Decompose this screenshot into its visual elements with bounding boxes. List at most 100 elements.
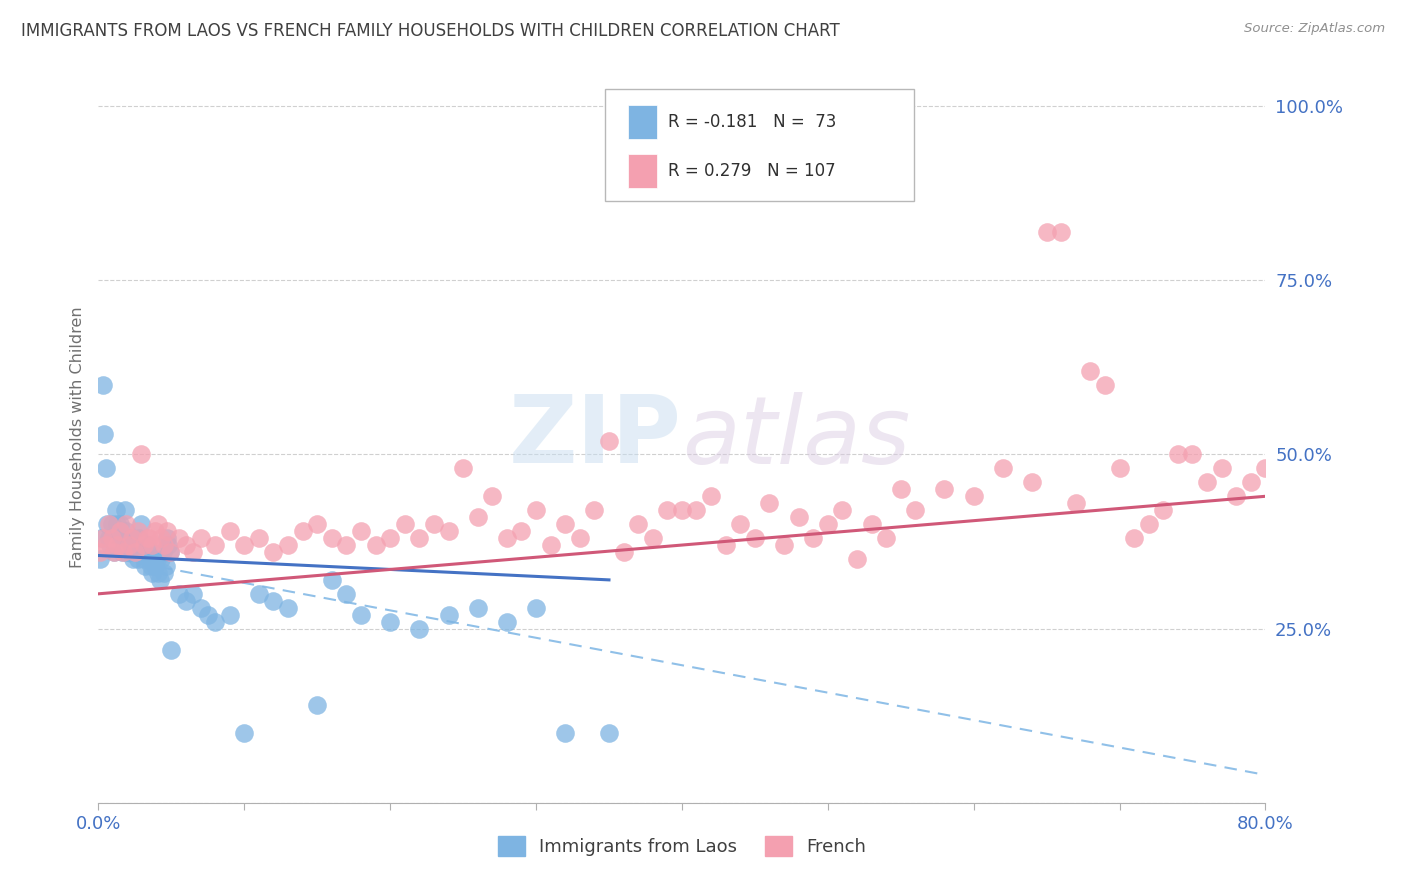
Point	[700, 489, 723, 503]
Point	[91, 377, 114, 392]
Point	[730, 517, 752, 532]
Point	[380, 615, 402, 629]
Point	[136, 545, 159, 559]
Point	[451, 461, 474, 475]
Point	[100, 531, 122, 545]
Point	[153, 566, 176, 580]
Point	[904, 503, 927, 517]
Point	[118, 538, 141, 552]
Point	[247, 531, 270, 545]
Point	[437, 607, 460, 622]
Point	[380, 531, 402, 545]
Point	[218, 607, 240, 622]
Point	[142, 552, 165, 566]
Point	[437, 524, 460, 538]
Point	[262, 545, 284, 559]
Point	[394, 517, 416, 532]
Point	[467, 510, 489, 524]
Point	[122, 552, 145, 566]
Point	[204, 538, 226, 552]
Point	[1080, 364, 1102, 378]
Point	[204, 615, 226, 629]
Point	[1211, 461, 1233, 475]
Point	[124, 545, 146, 559]
Text: R = 0.279   N = 107: R = 0.279 N = 107	[668, 161, 835, 179]
Point	[1357, 475, 1379, 490]
Text: atlas: atlas	[682, 392, 910, 483]
Point	[1035, 225, 1057, 239]
Point	[321, 531, 343, 545]
Point	[671, 503, 693, 517]
Point	[108, 531, 131, 545]
Point	[129, 517, 152, 532]
Point	[174, 594, 197, 608]
Point	[1313, 448, 1336, 462]
Point	[875, 531, 897, 545]
Point	[524, 503, 547, 517]
Point	[146, 552, 169, 566]
Point	[1298, 475, 1320, 490]
Point	[143, 558, 166, 573]
Point	[94, 461, 117, 475]
Point	[568, 531, 591, 545]
Point	[156, 531, 179, 545]
Point	[124, 538, 146, 552]
Point	[277, 538, 299, 552]
Point	[1268, 448, 1291, 462]
Point	[90, 531, 112, 545]
Point	[138, 531, 160, 545]
Point	[127, 552, 149, 566]
Point	[1064, 496, 1087, 510]
Point	[467, 600, 489, 615]
Point	[148, 517, 170, 532]
Point	[150, 531, 173, 545]
Point	[801, 531, 824, 545]
Point	[335, 587, 357, 601]
Point	[120, 545, 142, 559]
Point	[121, 531, 143, 545]
Point	[141, 566, 163, 580]
Point	[160, 642, 183, 657]
Point	[132, 538, 155, 552]
Point	[817, 517, 839, 532]
Point	[157, 538, 180, 552]
Point	[510, 524, 533, 538]
Point	[153, 538, 176, 552]
Point	[758, 496, 780, 510]
Point	[364, 538, 387, 552]
Point	[197, 607, 219, 622]
Point	[89, 545, 111, 559]
Point	[118, 538, 141, 552]
Point	[167, 587, 190, 601]
Point	[190, 600, 212, 615]
Point	[115, 524, 138, 538]
Point	[1108, 461, 1130, 475]
Point	[247, 587, 270, 601]
Text: Source: ZipAtlas.com: Source: ZipAtlas.com	[1244, 22, 1385, 36]
Point	[152, 545, 174, 559]
Point	[744, 531, 766, 545]
Point	[100, 517, 122, 532]
Point	[1123, 531, 1146, 545]
Point	[127, 524, 149, 538]
Point	[481, 489, 503, 503]
Point	[496, 615, 519, 629]
Point	[1137, 517, 1160, 532]
Point	[1327, 461, 1350, 475]
Point	[96, 517, 118, 532]
Point	[1152, 503, 1174, 517]
Text: ZIP: ZIP	[509, 391, 682, 483]
Point	[860, 517, 883, 532]
Point	[134, 558, 156, 573]
Point	[159, 545, 181, 559]
Point	[962, 489, 984, 503]
Point	[1341, 461, 1364, 475]
Point	[181, 545, 204, 559]
Point	[129, 448, 152, 462]
Point	[307, 698, 329, 713]
Point	[1400, 726, 1406, 740]
Point	[97, 517, 120, 532]
Point	[218, 524, 240, 538]
Point	[524, 600, 547, 615]
Point	[139, 558, 162, 573]
